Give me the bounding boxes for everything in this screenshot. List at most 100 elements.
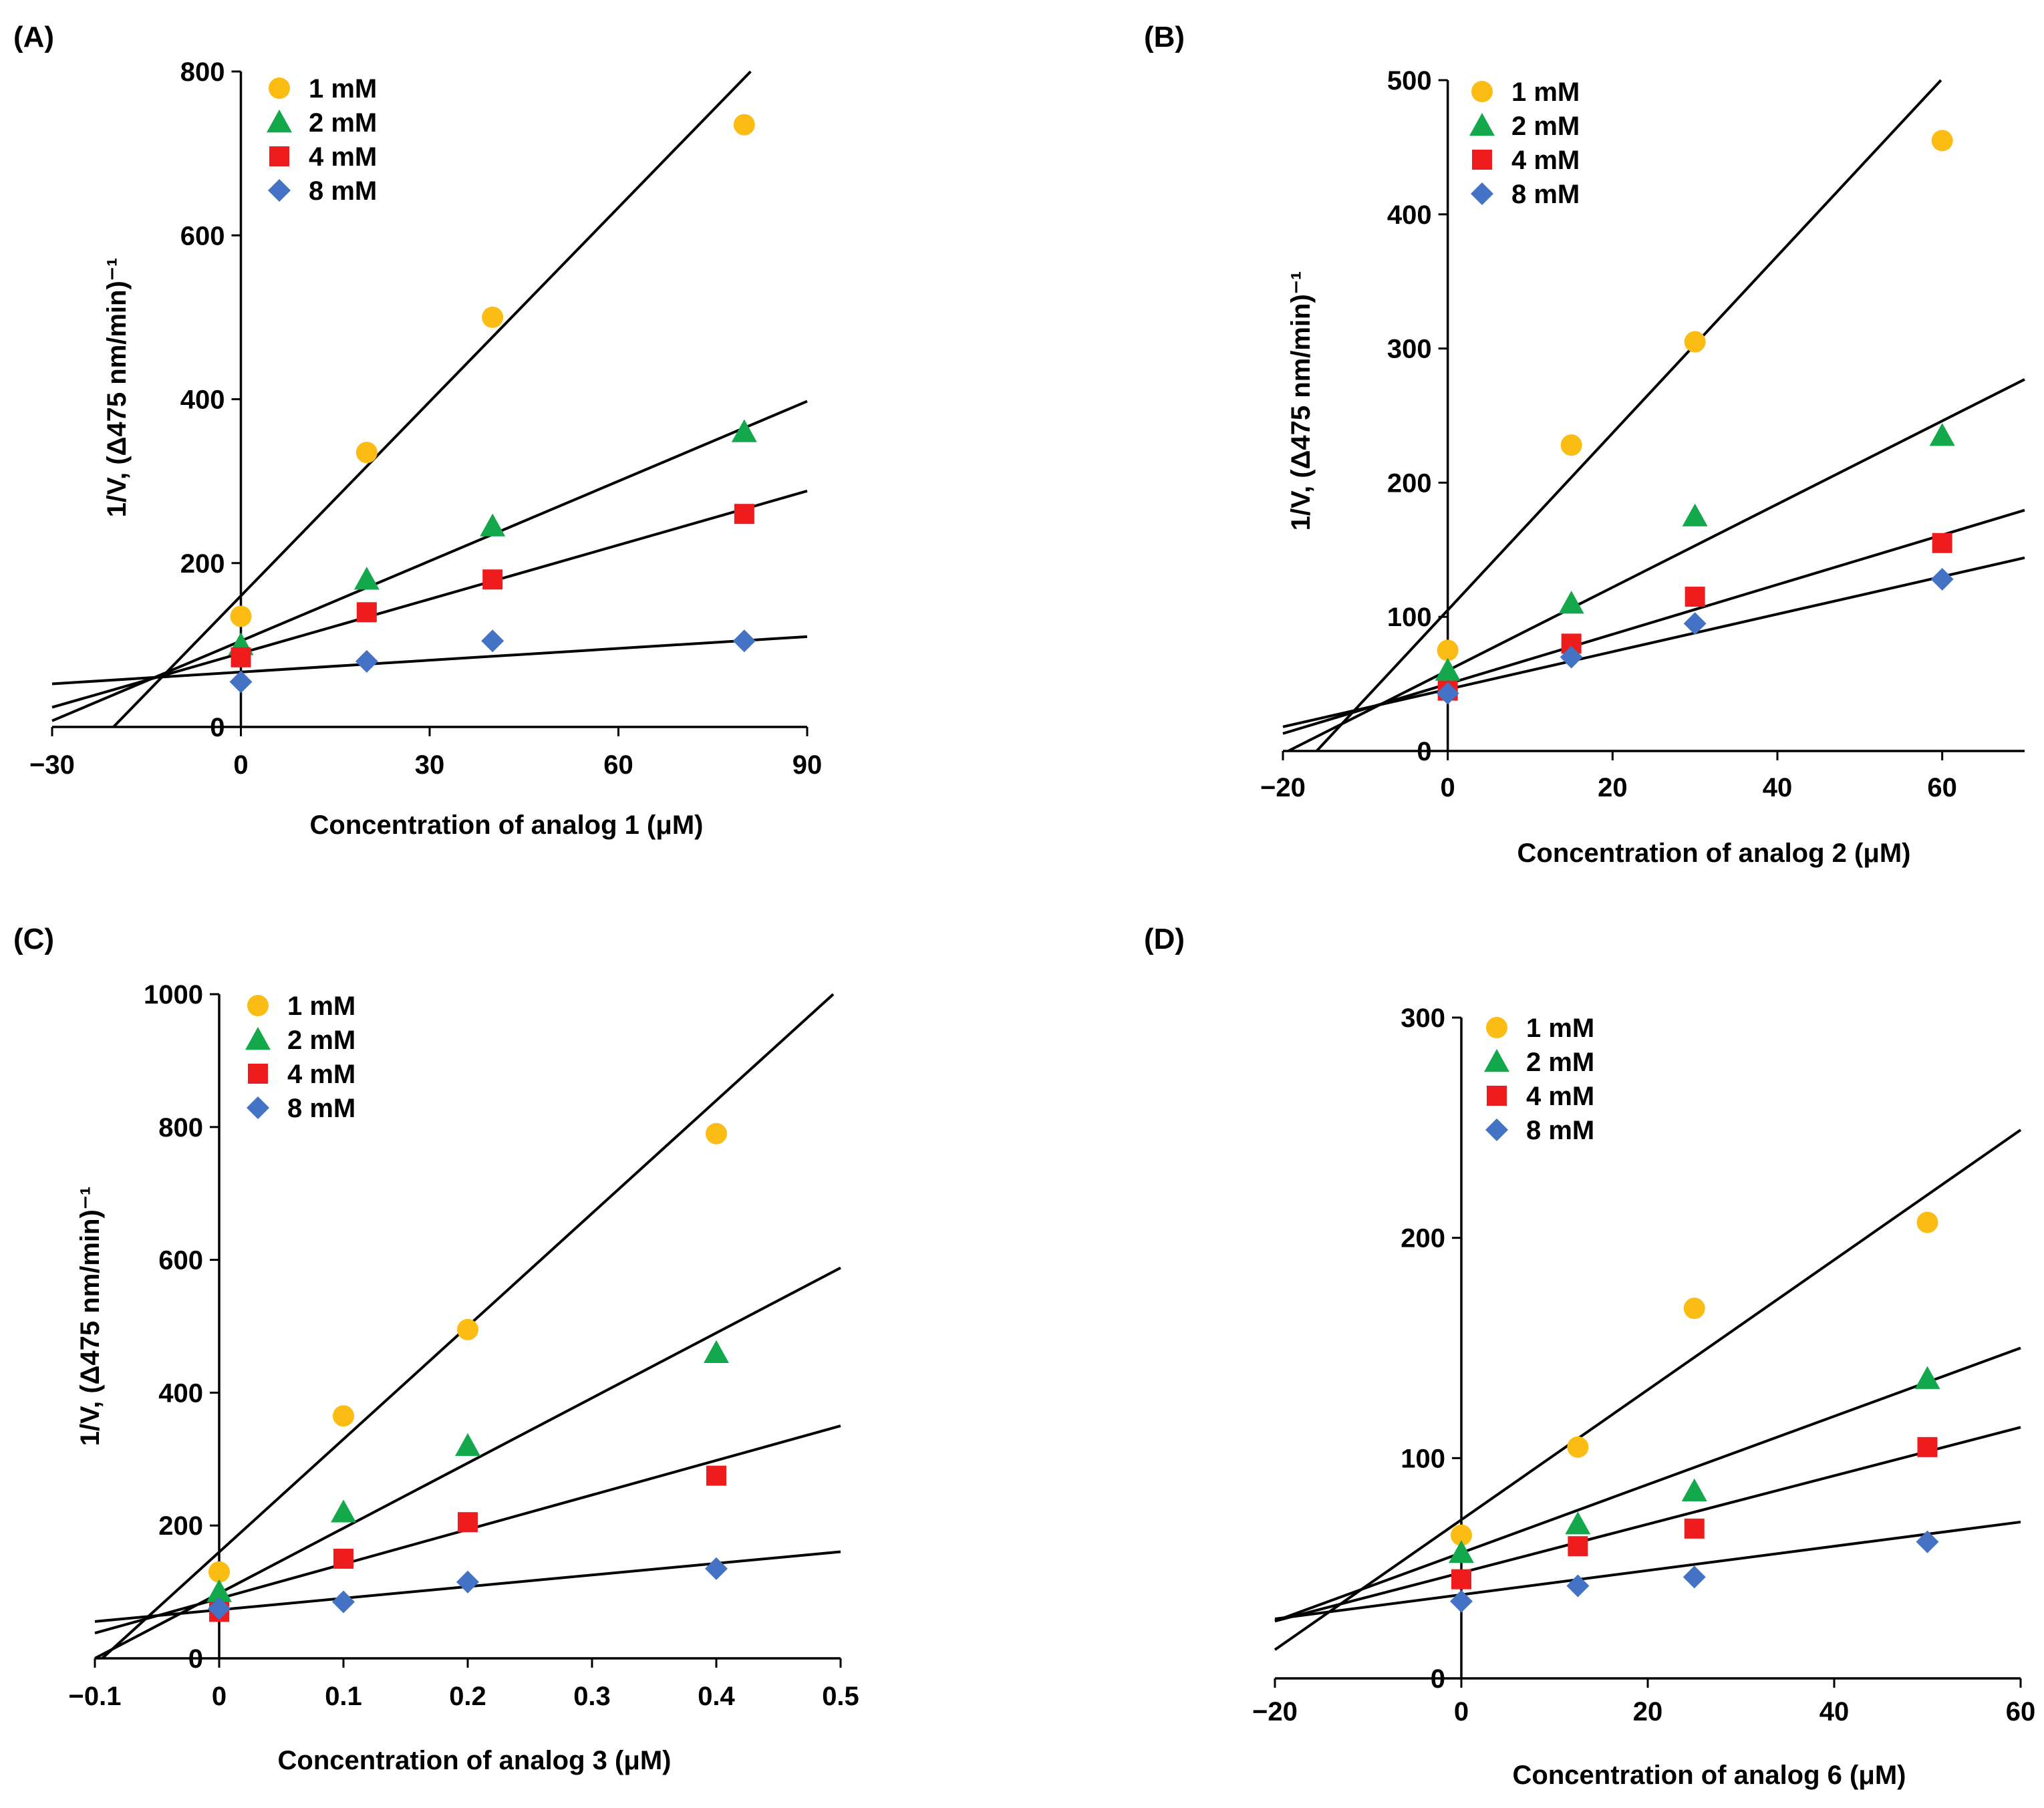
x-tick-label: 0	[1441, 773, 1455, 802]
panel-letter: (B)	[1144, 21, 1185, 53]
y-tick-label: 0	[1417, 737, 1431, 766]
data-point	[455, 1433, 480, 1457]
legend-label: 2 mM	[1511, 112, 1580, 141]
data-point	[1681, 1478, 1707, 1501]
legend-label: 8 mM	[309, 176, 377, 206]
data-point	[1568, 1536, 1588, 1557]
data-point	[731, 419, 757, 442]
fit-line-8-mm	[1282, 556, 2025, 728]
x-tick-label: 0.3	[573, 1682, 611, 1711]
y-axis-title: 1/V, (Δ475 nm/min)⁻¹	[76, 1187, 105, 1447]
legend-label: 1 mM	[1511, 78, 1580, 107]
data-point	[353, 567, 380, 590]
y-tick-label: 0	[188, 1644, 203, 1674]
y-tick-label: 200	[1401, 1224, 1445, 1253]
data-point	[457, 1318, 478, 1340]
y-axis-title: 1/V, (Δ475 nm/min)⁻¹	[1286, 271, 1316, 531]
data-point	[482, 306, 504, 328]
data-point	[482, 569, 503, 590]
data-point	[1930, 567, 1954, 591]
x-tick-label: 0.4	[698, 1682, 735, 1711]
x-tick-label: 20	[1598, 773, 1628, 802]
y-tick-label: 600	[180, 221, 225, 251]
legend-marker	[1485, 1118, 1508, 1141]
x-tick-label: 30	[415, 750, 445, 780]
data-point	[481, 629, 504, 653]
data-point	[1683, 1565, 1706, 1589]
legend-label: 1 mM	[309, 74, 377, 104]
legend-marker	[268, 179, 291, 202]
data-point	[458, 1512, 478, 1533]
data-point	[1683, 1298, 1705, 1320]
y-tick-label: 400	[1387, 200, 1432, 230]
y-tick-label: 100	[1387, 603, 1432, 632]
y-tick-label: 300	[1387, 335, 1432, 364]
legend-marker	[247, 995, 269, 1016]
fit-line-1-mm	[112, 70, 752, 728]
x-tick-label: 0	[212, 1682, 227, 1711]
legend-marker	[1484, 1049, 1509, 1072]
y-axis-title: 1/V, (Δ475 nm/min)⁻¹	[102, 258, 132, 518]
legend-marker	[1469, 113, 1495, 136]
fit-line-8-mm	[1274, 1520, 2021, 1620]
data-point	[355, 442, 378, 464]
y-tick-label: 0	[1431, 1664, 1445, 1694]
data-point	[206, 1579, 232, 1602]
x-tick-label: 40	[1763, 773, 1793, 802]
x-tick-label: 20	[1633, 1697, 1663, 1726]
data-point	[231, 647, 251, 667]
y-tick-label: 1000	[144, 980, 203, 1010]
panel-letter: (A)	[13, 21, 54, 53]
y-tick-label: 100	[1401, 1444, 1445, 1473]
x-tick-label: 0	[233, 750, 248, 780]
legend-label: 2 mM	[287, 1026, 355, 1055]
data-point	[733, 114, 755, 136]
data-point	[1449, 1540, 1474, 1563]
fit-line-4-mm	[1282, 508, 2025, 735]
x-tick-label: 60	[603, 750, 633, 780]
x-tick-label: −20	[1260, 773, 1306, 802]
data-point	[355, 649, 378, 673]
y-tick-label: 400	[158, 1378, 203, 1408]
legend-marker	[269, 78, 290, 99]
x-tick-label: 90	[792, 750, 823, 780]
x-tick-label: 0.2	[449, 1682, 486, 1711]
data-point	[704, 1340, 729, 1363]
data-point	[1437, 639, 1459, 661]
x-tick-label: −0.1	[69, 1682, 122, 1711]
y-tick-label: 400	[180, 386, 225, 415]
legend-label: 4 mM	[287, 1060, 355, 1089]
chart-panel-3: (C) −0.1 0 0.1 0.2 0.3 0.4 0.5 0 200 400 600 800 1000…	[13, 923, 859, 1775]
data-point	[456, 1570, 479, 1594]
data-point	[208, 1561, 230, 1583]
x-tick-label: 0	[1454, 1697, 1469, 1726]
data-point	[1684, 331, 1706, 353]
data-point	[1916, 1530, 1939, 1553]
x-axis-title: Concentration of analog 6 (μM)	[1513, 1761, 1906, 1790]
legend-label: 1 mM	[287, 992, 355, 1021]
fit-line-2-mm	[1288, 378, 2025, 752]
x-axis-title: Concentration of analog 3 (μM)	[278, 1746, 672, 1775]
data-point	[230, 605, 252, 627]
legend-marker	[1487, 1086, 1507, 1106]
x-axis-title: Concentration of analog 2 (μM)	[1517, 839, 1911, 868]
data-point	[480, 513, 506, 537]
y-tick-label: 200	[158, 1511, 203, 1541]
legend-marker	[269, 146, 289, 166]
fit-line-1-mm	[1274, 1128, 2022, 1651]
y-tick-label: 300	[1401, 1004, 1445, 1033]
legend-label: 2 mM	[1526, 1048, 1594, 1077]
data-point	[1685, 587, 1705, 607]
legend-marker	[245, 1027, 271, 1050]
data-point	[706, 1465, 726, 1486]
data-point	[1682, 503, 1708, 526]
data-point	[331, 1499, 356, 1523]
data-point	[1914, 1366, 1940, 1389]
data-point	[732, 629, 756, 653]
data-point	[1916, 1211, 1938, 1233]
data-point	[706, 1122, 727, 1145]
legend-marker	[248, 1064, 268, 1084]
panel-letter: (D)	[1144, 923, 1185, 955]
fit-line-2-mm	[51, 400, 808, 722]
